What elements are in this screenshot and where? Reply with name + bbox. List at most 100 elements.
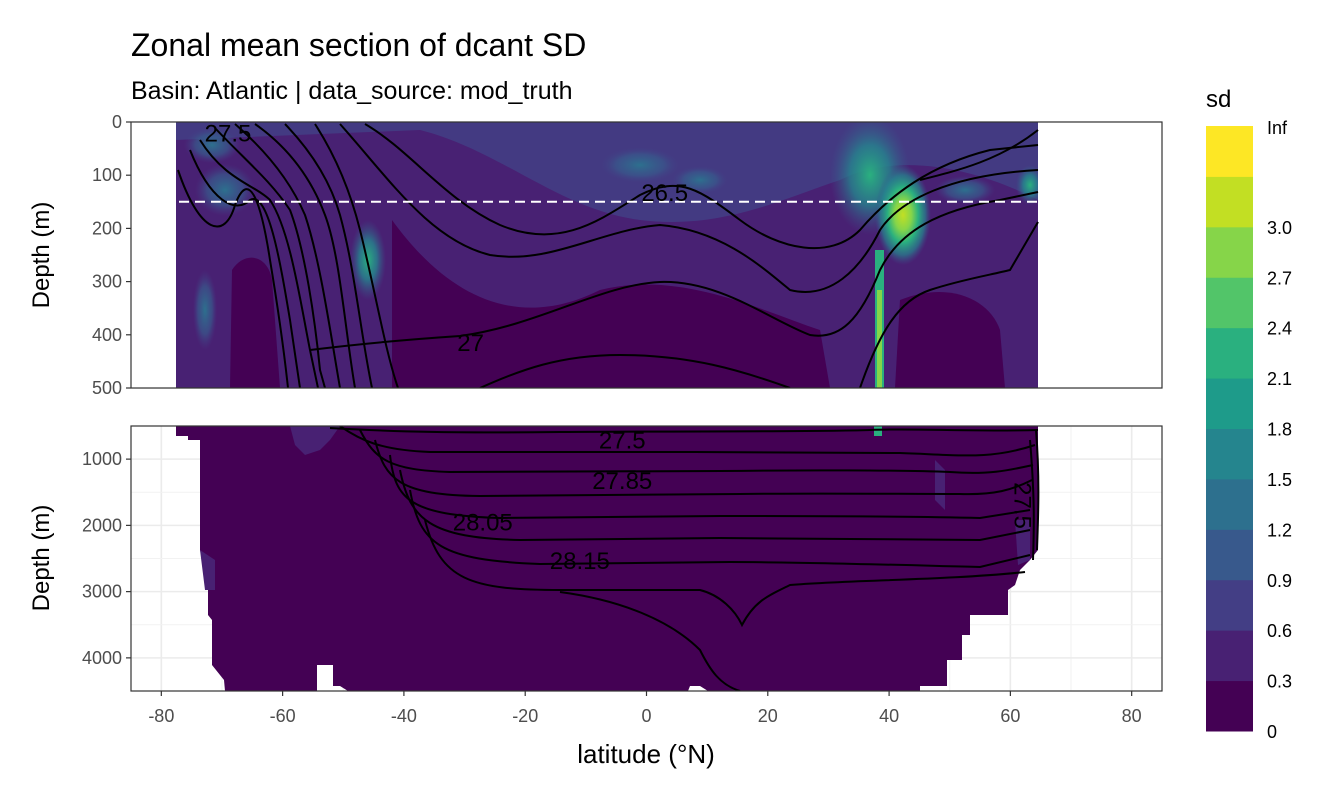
legend-break-label: 0.6 bbox=[1267, 621, 1292, 641]
legend-break-label: 0.3 bbox=[1267, 672, 1292, 692]
contour-line bbox=[1029, 439, 1035, 561]
legend-title: sd bbox=[1206, 86, 1231, 113]
legend-break-label: 3.0 bbox=[1267, 218, 1292, 238]
legend-swatch bbox=[1206, 579, 1253, 631]
y-axis-title-lower: Depth (m) bbox=[28, 505, 55, 612]
x-tick-label: -60 bbox=[270, 706, 296, 726]
y-tick-label: 200 bbox=[92, 218, 122, 238]
contour-line bbox=[409, 489, 1031, 569]
upper-low-sd-region-north bbox=[895, 291, 1005, 388]
legend-break-label: 1.2 bbox=[1267, 520, 1292, 540]
upper-base-field bbox=[176, 122, 1038, 388]
contour-line-26-5 bbox=[364, 123, 1039, 250]
legend-swatch bbox=[1206, 277, 1253, 329]
contour-label: 27.5 bbox=[205, 121, 252, 148]
legend-swatch bbox=[1206, 680, 1253, 732]
contour-line bbox=[339, 123, 1039, 293]
legend-swatch bbox=[1206, 176, 1253, 228]
contour-line bbox=[214, 127, 326, 388]
legend-swatch bbox=[1206, 529, 1253, 581]
lower-sd-column bbox=[874, 426, 882, 436]
x-tick-label: 60 bbox=[1000, 706, 1020, 726]
upper-sd-blob bbox=[193, 270, 217, 350]
contour-line bbox=[1035, 429, 1040, 551]
contour-line bbox=[254, 123, 356, 388]
upper-sd-blob bbox=[195, 164, 255, 216]
legend-swatch bbox=[1206, 327, 1253, 379]
y-tick-label: 2000 bbox=[82, 515, 122, 535]
legend-break-label: 0.9 bbox=[1267, 571, 1292, 591]
contour-label: 27.5 bbox=[1009, 482, 1036, 529]
legend-break-label: 2.4 bbox=[1267, 319, 1292, 339]
contour-label: 28.15 bbox=[550, 548, 610, 575]
contour-label: 28.05 bbox=[453, 510, 513, 537]
y-tick-label: 4000 bbox=[82, 648, 122, 668]
x-axis: -80 -60 -40 -20 0 20 40 60 80 bbox=[148, 691, 1142, 726]
lower-contour-labels: 27.5 27.85 28.05 28.15 27.5 bbox=[453, 428, 1036, 576]
upper-contour-labels: 27.5 26.5 27 bbox=[205, 121, 688, 357]
legend-swatch bbox=[1206, 126, 1253, 177]
y-axis-title-upper: Depth (m) bbox=[28, 202, 55, 309]
contour-line bbox=[284, 123, 373, 388]
contour-label: 27 bbox=[457, 330, 484, 357]
legend-swatch bbox=[1206, 478, 1253, 530]
contour-line bbox=[177, 169, 289, 388]
legend-swatch bbox=[1206, 226, 1253, 278]
legend-colorbar: 0 0.3 0.6 0.9 1.2 1.5 1.8 2.1 2.4 2.7 3.0 Inf bbox=[1206, 118, 1292, 742]
y-tick-label: 500 bbox=[92, 378, 122, 398]
legend-swatch bbox=[1206, 428, 1253, 480]
legend-break-label: 1.5 bbox=[1267, 470, 1292, 490]
contour-line bbox=[234, 123, 341, 388]
y-tick-label: 0 bbox=[112, 112, 122, 132]
x-tick-label: 80 bbox=[1122, 706, 1142, 726]
lower-y-axis: 1000 2000 3000 4000 bbox=[82, 449, 131, 668]
lower-moderate-sd-band bbox=[290, 426, 340, 455]
upper-sd-hotspot bbox=[875, 165, 931, 265]
upper-contours bbox=[177, 123, 1039, 388]
contour-line bbox=[424, 519, 1026, 628]
contour-line bbox=[389, 454, 1031, 520]
contour-line bbox=[339, 426, 1036, 457]
legend-break-label: 1.8 bbox=[1267, 420, 1292, 440]
contour-line bbox=[559, 591, 741, 691]
upper-northern-gap bbox=[1038, 122, 1162, 388]
legend: sd 0 0.3 0.6 0.9 1.2 1.5 1.8 2.1 2.4 2.7 3.0 Inf bbox=[1206, 86, 1292, 742]
contour-line bbox=[189, 149, 301, 388]
lower-moderate-sd-band bbox=[200, 550, 215, 590]
contour-line bbox=[329, 427, 1039, 434]
y-tick-label: 3000 bbox=[82, 582, 122, 602]
contour-line bbox=[919, 129, 1039, 181]
upper-y-axis: 0 100 200 300 400 500 bbox=[92, 112, 131, 398]
contour-line bbox=[314, 123, 399, 388]
contour-label: 27.5 bbox=[599, 428, 646, 455]
legend-break-label: 0 bbox=[1267, 722, 1277, 742]
upper-low-sd-region bbox=[392, 220, 830, 388]
upper-panel: 27.5 26.5 27 bbox=[130, 121, 1163, 389]
lower-contours bbox=[329, 426, 1040, 691]
legend-break-label: Inf bbox=[1267, 118, 1288, 138]
upper-southern-gap bbox=[131, 122, 176, 388]
contour-line bbox=[479, 353, 791, 388]
y-tick-label: 300 bbox=[92, 272, 122, 292]
contour-line bbox=[359, 429, 1034, 474]
x-tick-label: 40 bbox=[879, 706, 899, 726]
x-tick-label: 0 bbox=[641, 706, 651, 726]
y-tick-label: 1000 bbox=[82, 449, 122, 469]
upper-sd-field bbox=[131, 122, 1162, 388]
upper-sd-blob bbox=[935, 176, 995, 204]
chart-subtitle: Basin: Atlantic | data_source: mod_truth bbox=[131, 77, 572, 105]
legend-swatch bbox=[1206, 630, 1253, 682]
lower-panel: 27.5 27.85 28.05 28.15 27.5 bbox=[130, 425, 1163, 692]
x-tick-label: -20 bbox=[512, 706, 538, 726]
legend-break-label: 2.1 bbox=[1267, 369, 1292, 389]
upper-low-sd-region-south bbox=[230, 257, 280, 388]
chart-title: Zonal mean section of dcant SD bbox=[131, 27, 586, 63]
legend-swatch bbox=[1206, 378, 1253, 429]
contour-line bbox=[399, 469, 1031, 542]
upper-panel-border bbox=[130, 121, 1163, 389]
contour-line bbox=[199, 139, 319, 388]
contour-line bbox=[859, 221, 1039, 388]
contour-label: 27.85 bbox=[592, 468, 652, 495]
x-tick-label: -40 bbox=[391, 706, 417, 726]
